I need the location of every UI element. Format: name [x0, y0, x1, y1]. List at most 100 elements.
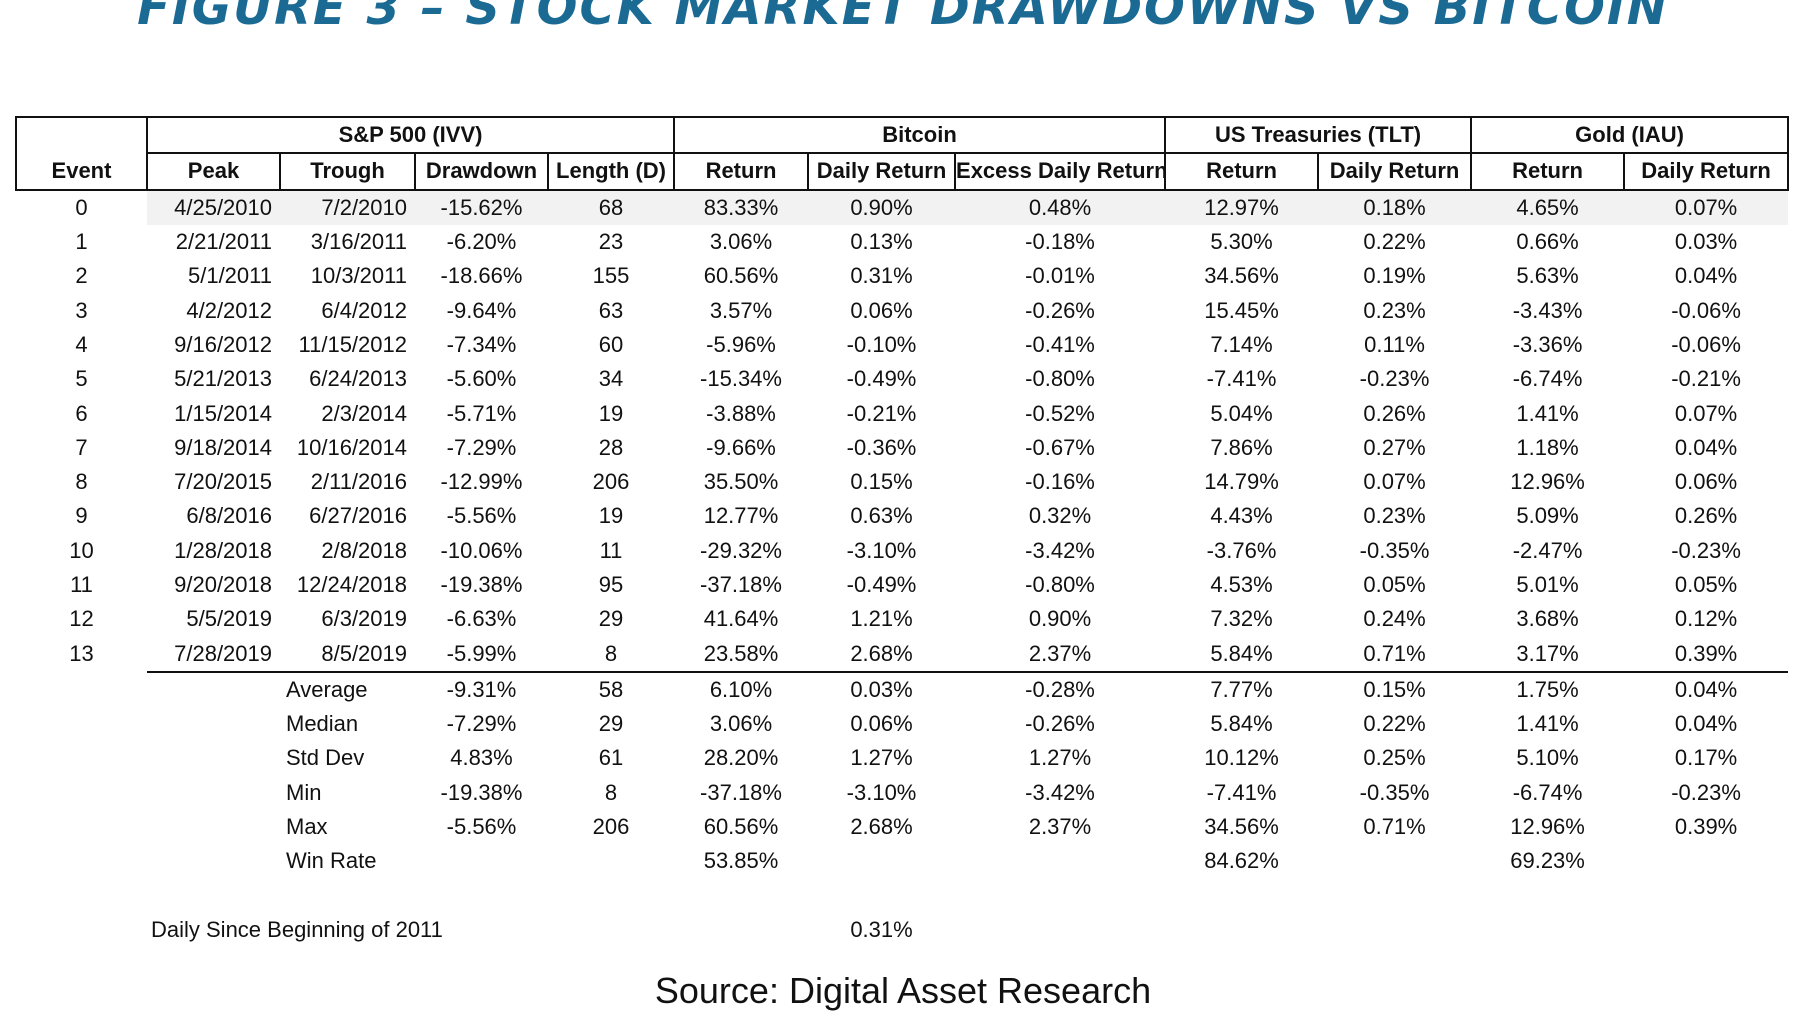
tlt-daily-return-cell: 0.26% — [1363, 400, 1426, 426]
btc-return-cell: 3.06% — [709, 229, 773, 255]
stats-iau-return-cell: 1.41% — [1516, 711, 1579, 737]
peak-cell: 7/28/2019 — [174, 640, 272, 666]
tlt-daily-return-cell: 0.71% — [1363, 640, 1426, 666]
stats-blank-cell — [16, 810, 147, 844]
col-btc-daily-return: Daily Return — [807, 153, 957, 191]
stats-btc-excess-daily-return-cell: 2.37% — [1028, 814, 1092, 840]
stats-blank-cell — [16, 741, 147, 775]
stats-iau-daily-return-cell — [1624, 844, 1788, 878]
col-peak: Peak — [146, 153, 281, 191]
col-btc-return: Return — [673, 153, 810, 191]
iau-return-cell: 5.63% — [1516, 263, 1579, 289]
iau-daily-return-cell: -0.06% — [1671, 297, 1741, 323]
iau-daily-return-cell: 0.07% — [1674, 400, 1738, 426]
table-row: 11 9/20/2018 12/24/2018 -19.38% 95 -37.18% -0.… — [16, 568, 1788, 602]
length-cell: 28 — [598, 434, 624, 460]
btc-return-cell: 60.56% — [703, 263, 779, 289]
stats-iau-daily-return-cell: 0.17% — [1674, 745, 1738, 771]
trough-cell: 2/3/2014 — [321, 400, 407, 426]
trough-cell: 6/24/2013 — [309, 366, 407, 392]
stats-tlt-return-cell: 5.84% — [1210, 711, 1273, 737]
stats-tlt-daily-return-cell: -0.35% — [1359, 779, 1430, 805]
stats-btc-daily-return-cell: 0.03% — [808, 670, 956, 708]
sp500-group-header: S&P 500 (IVV) — [145, 115, 676, 155]
stats-drawdown-cell: -5.56% — [446, 814, 517, 840]
stats-label: Std Dev — [286, 745, 365, 771]
btc-return-cell: 41.64% — [703, 606, 779, 632]
stats-length-cell: 206 — [592, 814, 630, 840]
btc-return-cell: 23.58% — [703, 640, 779, 666]
table-row: 4 9/16/2012 11/15/2012 -7.34% 60 -5.96% -0.10%… — [16, 328, 1788, 362]
btc-daily-return-cell: 0.63% — [850, 503, 913, 529]
stats-iau-daily-return-cell: 0.04% — [1674, 711, 1738, 737]
stats-btc-excess-daily-return-cell: -0.28% — [955, 670, 1166, 708]
event-cell: 5 — [75, 366, 88, 392]
drawdown-cell: -19.38% — [440, 572, 523, 597]
stats-blank-cell — [16, 776, 147, 810]
col-iau-daily-return: Daily Return — [1623, 153, 1790, 191]
btc-daily-return-cell: 2.68% — [850, 640, 913, 666]
stats-length-cell: 58 — [548, 670, 675, 708]
event-cell: 10 — [69, 537, 94, 563]
iau-return-cell: -3.36% — [1512, 331, 1583, 357]
stats-label: Win Rate — [286, 848, 377, 874]
stats-btc-daily-return-cell: 2.68% — [850, 814, 913, 840]
stats-blank-cell — [16, 707, 147, 741]
stats-btc-return-cell: 53.85% — [703, 848, 779, 874]
stats-btc-excess-daily-return-cell — [955, 844, 1165, 878]
tlt-return-cell: 7.14% — [1210, 331, 1273, 357]
stats-length-cell: 29 — [598, 711, 624, 737]
btc-return-cell: -15.34% — [700, 366, 782, 392]
event-cell: 12 — [69, 606, 94, 632]
stats-row: Max -5.56% 206 60.56% 2.68% 2.37% 34.56% 0.71% 1… — [16, 810, 1788, 844]
event-cell: 2 — [75, 263, 88, 289]
stats-btc-return-cell: 3.06% — [709, 711, 773, 737]
trough-cell: 6/4/2012 — [321, 297, 407, 323]
btc-excess-daily-return-cell: 0.48% — [955, 189, 1166, 225]
length-cell: 34 — [598, 366, 624, 392]
event-cell: 6 — [75, 400, 88, 426]
btc-daily-return-cell: -0.10% — [846, 331, 917, 357]
drawdown-cell: -18.66% — [440, 263, 523, 289]
event-cell: 3 — [75, 297, 88, 323]
iau-return-cell: -3.43% — [1512, 297, 1583, 323]
btc-daily-return-cell: -0.49% — [846, 572, 917, 597]
trough-cell: 10/16/2014 — [296, 434, 407, 460]
stats-btc-excess-daily-return-cell: 1.27% — [1028, 745, 1092, 771]
event-cell: 8 — [75, 469, 88, 495]
tlt-daily-return-cell: 0.22% — [1363, 229, 1426, 255]
length-cell: 60 — [598, 331, 624, 357]
stats-label: Max — [286, 814, 328, 840]
iau-daily-return-cell: 0.12% — [1674, 606, 1738, 632]
length-cell: 63 — [598, 297, 624, 323]
stats-row: Min -19.38% 8 -37.18% -3.10% -3.42% -7.41% -0.3… — [16, 776, 1788, 810]
stats-drawdown-cell: -19.38% — [440, 779, 523, 805]
btc-excess-daily-return-cell: -0.80% — [1025, 366, 1095, 392]
length-cell: 206 — [592, 469, 630, 495]
iau-return-cell: 12.96% — [1510, 469, 1585, 495]
peak-cell: 5/21/2013 — [174, 366, 272, 392]
table-row: 9 6/8/2016 6/27/2016 -5.56% 19 12.77% 0.63% 0.3… — [16, 499, 1788, 533]
stats-blank-cell — [147, 707, 280, 741]
source-caption: Source: Digital Asset Research — [654, 970, 1152, 1011]
stats-btc-return-cell: 28.20% — [703, 745, 779, 771]
iau-daily-return-cell: 0.07% — [1624, 189, 1789, 225]
drawdown-cell: -5.99% — [446, 640, 517, 666]
stats-tlt-daily-return-cell: 0.71% — [1363, 814, 1426, 840]
stats-btc-daily-return-cell — [808, 844, 955, 878]
iau-return-cell: 5.09% — [1516, 503, 1579, 529]
iau-return-cell: 1.18% — [1516, 434, 1579, 460]
iau-daily-return-cell: 0.03% — [1674, 229, 1738, 255]
stats-row: Win Rate 53.85% 84.62% 69.23% — [16, 844, 1788, 878]
drawdown-cell: -5.60% — [446, 366, 517, 392]
table-row: 7 9/18/2014 10/16/2014 -7.29% 28 -9.66% -0.36%… — [16, 431, 1788, 465]
btc-excess-daily-return-cell: -0.18% — [1025, 229, 1095, 255]
tlt-daily-return-cell: 0.27% — [1363, 434, 1426, 460]
iau-daily-return-cell: 0.04% — [1674, 434, 1738, 460]
peak-cell: 1/15/2014 — [174, 400, 272, 426]
stats-drawdown-cell — [415, 844, 548, 878]
stats-iau-return-cell: 1.75% — [1471, 670, 1625, 708]
tlt-return-cell: 12.97% — [1165, 189, 1319, 225]
iau-daily-return-cell: -0.23% — [1671, 537, 1741, 563]
peak-cell: 6/8/2016 — [186, 503, 272, 529]
